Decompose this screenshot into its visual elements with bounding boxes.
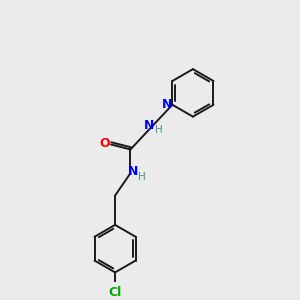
- Text: O: O: [99, 137, 110, 150]
- Text: H: H: [154, 125, 162, 135]
- Text: N: N: [128, 165, 138, 178]
- Text: H: H: [138, 172, 146, 182]
- Text: N: N: [162, 98, 172, 111]
- Text: N: N: [143, 119, 154, 132]
- Text: Cl: Cl: [109, 286, 122, 299]
